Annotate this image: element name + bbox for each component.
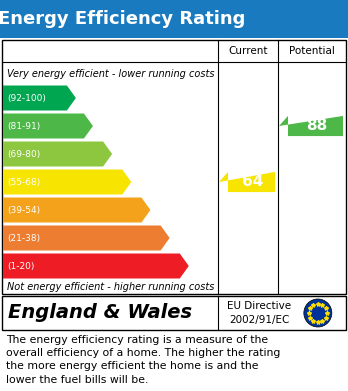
Text: (81-91): (81-91): [7, 122, 40, 131]
Polygon shape: [3, 113, 93, 138]
Text: EU Directive: EU Directive: [227, 301, 291, 311]
Polygon shape: [3, 197, 150, 222]
Text: Energy Efficiency Rating: Energy Efficiency Rating: [0, 10, 245, 28]
Text: D: D: [132, 174, 145, 190]
Text: B: B: [94, 118, 105, 133]
Polygon shape: [279, 116, 343, 136]
Text: Potential: Potential: [289, 46, 335, 56]
Text: A: A: [77, 90, 89, 106]
Text: F: F: [171, 231, 181, 246]
Text: (55-68): (55-68): [7, 178, 40, 187]
Text: (1-20): (1-20): [7, 262, 34, 271]
Text: (39-54): (39-54): [7, 206, 40, 215]
Polygon shape: [219, 172, 275, 192]
Text: C: C: [113, 147, 124, 161]
Text: G: G: [190, 258, 202, 273]
Bar: [2, 40, 346, 294]
Text: 64: 64: [242, 174, 263, 190]
Polygon shape: [3, 226, 169, 251]
Text: Not energy efficient - higher running costs: Not energy efficient - higher running co…: [7, 282, 214, 292]
Bar: [2, 296, 346, 330]
Text: The energy efficiency rating is a measure of the
overall efficiency of a home. T: The energy efficiency rating is a measur…: [6, 335, 280, 385]
Bar: [0, 0, 348, 38]
Text: (69-80): (69-80): [7, 149, 40, 158]
Polygon shape: [3, 142, 112, 167]
Text: E: E: [151, 203, 162, 217]
Text: (92-100): (92-100): [7, 93, 46, 102]
Text: (21-38): (21-38): [7, 233, 40, 242]
Text: 88: 88: [306, 118, 327, 133]
Polygon shape: [3, 170, 131, 194]
Text: England & Wales: England & Wales: [8, 303, 192, 323]
Circle shape: [304, 299, 332, 327]
Text: 2002/91/EC: 2002/91/EC: [229, 315, 289, 325]
Text: Current: Current: [228, 46, 268, 56]
Text: Very energy efficient - lower running costs: Very energy efficient - lower running co…: [7, 69, 214, 79]
Polygon shape: [3, 253, 189, 278]
Polygon shape: [3, 86, 76, 111]
